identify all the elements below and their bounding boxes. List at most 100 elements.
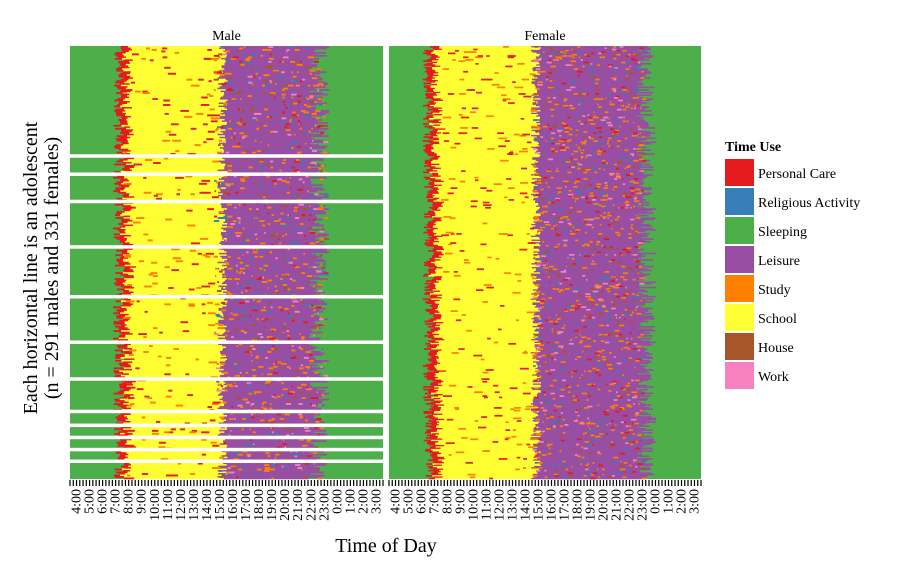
activity-speckle — [615, 231, 620, 234]
activity-speckle — [566, 265, 568, 268]
activity-speckle — [564, 127, 570, 129]
personal-care-segment — [431, 219, 442, 222]
personal-care-segment — [114, 163, 127, 166]
personal-care-segment — [122, 224, 134, 227]
personal-care-segment — [425, 148, 435, 150]
school-segment — [435, 178, 533, 180]
leisure-segment — [537, 297, 641, 299]
leisure-segment — [219, 370, 313, 373]
activity-speckle — [547, 100, 552, 103]
leisure-segment — [539, 463, 653, 465]
activity-speckle — [292, 300, 296, 303]
activity-speckle — [461, 170, 466, 172]
activity-speckle — [261, 318, 264, 321]
activity-speckle — [526, 311, 536, 314]
activity-speckle — [607, 197, 613, 200]
leisure-segment — [223, 239, 319, 242]
leisure-segment — [537, 395, 651, 397]
activity-speckle — [319, 254, 323, 257]
activity-speckle — [442, 132, 450, 135]
activity-speckle — [624, 290, 630, 293]
leisure-segment — [536, 393, 643, 396]
activity-speckle — [553, 332, 557, 335]
activity-speckle — [615, 278, 618, 281]
activity-speckle — [213, 220, 220, 222]
activity-speckle — [629, 206, 632, 209]
activity-speckle — [312, 187, 314, 190]
activity-speckle — [621, 348, 623, 350]
activity-speckle — [485, 206, 491, 209]
activity-speckle — [559, 57, 563, 60]
activity-speckle — [212, 444, 219, 447]
activity-speckle — [482, 222, 488, 225]
leisure-segment — [534, 306, 642, 308]
activity-speckle — [628, 233, 632, 235]
activity-speckle — [622, 476, 627, 479]
leisure-segment — [539, 133, 650, 136]
activity-speckle — [317, 293, 320, 295]
activity-speckle — [635, 231, 638, 234]
activity-speckle — [142, 438, 146, 441]
activity-speckle — [612, 49, 614, 52]
activity-speckle — [597, 202, 601, 205]
school-segment — [132, 224, 223, 227]
activity-speckle — [605, 361, 610, 363]
personal-care-segment — [118, 383, 127, 386]
activity-speckle — [306, 190, 309, 193]
activity-speckle — [230, 312, 233, 315]
school-segment — [437, 310, 540, 312]
school-segment — [128, 290, 228, 292]
activity-speckle — [597, 70, 599, 73]
activity-speckle — [626, 74, 628, 77]
personal-care-segment — [114, 432, 121, 435]
activity-speckle — [231, 89, 237, 92]
leisure-segment — [532, 97, 644, 99]
personal-care-segment — [123, 196, 135, 199]
activity-speckle — [187, 153, 196, 156]
activity-speckle — [207, 406, 213, 408]
personal-care-segment — [429, 311, 440, 314]
activity-speckle — [524, 408, 530, 411]
activity-speckle — [213, 71, 216, 74]
activity-speckle — [275, 453, 280, 456]
activity-speckle — [286, 429, 290, 432]
school-segment — [121, 450, 222, 453]
activity-speckle — [567, 386, 572, 388]
activity-speckle — [611, 65, 617, 68]
activity-speckle — [248, 392, 253, 395]
activity-speckle — [261, 406, 264, 408]
activity-speckle — [562, 124, 568, 127]
activity-speckle — [625, 293, 629, 295]
leisure-segment — [217, 184, 324, 187]
school-segment — [432, 475, 534, 477]
activity-speckle — [290, 205, 292, 208]
leisure-segment — [535, 212, 654, 214]
school-segment — [132, 352, 221, 355]
school-segment — [434, 87, 536, 90]
leisure-segment — [538, 331, 645, 333]
personal-care-segment — [432, 201, 445, 204]
activity-speckle — [589, 427, 592, 430]
personal-care-segment — [432, 444, 445, 447]
leisure-segment — [226, 237, 316, 240]
personal-care-segment — [425, 475, 433, 477]
activity-speckle — [162, 139, 170, 142]
school-segment — [435, 346, 540, 349]
activity-speckle — [575, 358, 577, 361]
activity-speckle — [576, 210, 582, 213]
activity-speckle — [578, 193, 583, 196]
activity-speckle — [226, 203, 233, 206]
activity-speckle — [279, 115, 282, 118]
activity-speckle — [594, 371, 599, 374]
school-segment — [437, 422, 539, 425]
personal-care-segment — [432, 407, 442, 409]
activity-speckle — [234, 362, 237, 365]
personal-care-segment — [431, 455, 438, 458]
activity-speckle — [251, 370, 256, 373]
activity-speckle — [546, 417, 549, 420]
activity-speckle — [278, 446, 283, 449]
school-segment — [440, 218, 539, 221]
personal-care-segment — [427, 195, 435, 197]
leisure-segment — [227, 80, 319, 83]
personal-care-segment — [431, 409, 441, 412]
